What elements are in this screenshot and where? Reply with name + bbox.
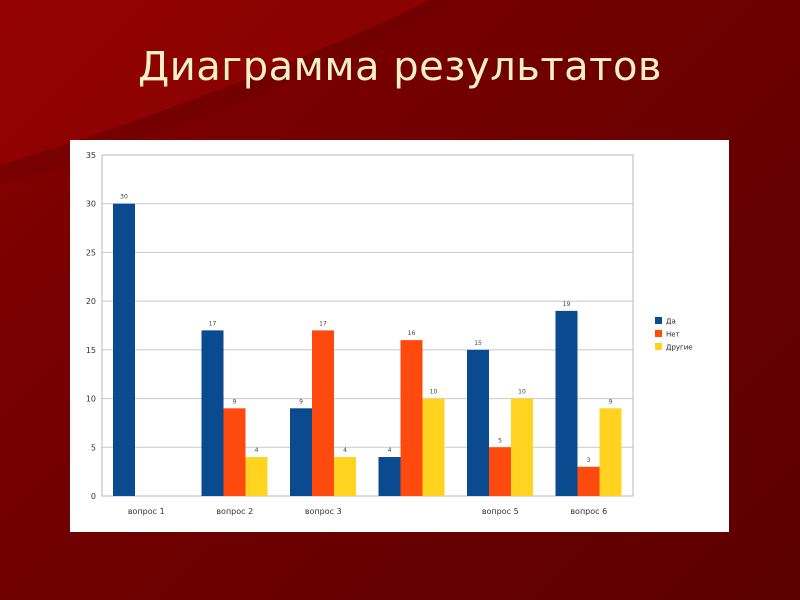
y-tick-label: 25 xyxy=(86,248,96,257)
data-label: 10 xyxy=(518,389,526,396)
data-label: 10 xyxy=(430,389,438,396)
y-tick-label: 5 xyxy=(91,443,96,452)
slide-title: Диаграмма результатов xyxy=(138,44,662,90)
bar-3-5 xyxy=(511,398,533,496)
data-label: 17 xyxy=(209,320,217,327)
x-tick-label: вопрос 3 xyxy=(305,507,342,516)
chart-panel: 0 5 10 15 20 25 30 35 30 17 9 4 15 19 9 17 16 5 3 4 4 10 10 9 во… xyxy=(70,140,729,532)
legend-swatch-3 xyxy=(655,343,662,350)
legend-label-2: Нет xyxy=(666,331,680,339)
bar-3-6 xyxy=(599,408,622,496)
x-tick-label: вопрос 1 xyxy=(128,507,165,516)
data-label: 4 xyxy=(255,447,259,454)
data-label: 30 xyxy=(120,194,128,201)
data-label: 9 xyxy=(233,398,237,405)
data-label: 5 xyxy=(498,437,502,444)
plot-area-frame xyxy=(101,154,634,497)
bar-2-2 xyxy=(223,408,246,496)
bar-2-5 xyxy=(489,447,511,496)
x-tick-label: вопрос 5 xyxy=(482,507,519,516)
data-label: 9 xyxy=(299,398,303,405)
bar-1-4 xyxy=(378,457,401,496)
bar-3-3 xyxy=(334,457,356,496)
y-tick-label: 30 xyxy=(86,200,96,209)
y-tick-label: 20 xyxy=(86,297,96,306)
y-tick-label: 10 xyxy=(86,395,96,404)
bar-1-1 xyxy=(113,203,135,496)
bar-3-2 xyxy=(245,457,268,496)
bar-2-3 xyxy=(312,330,334,496)
bar-1-2 xyxy=(201,330,224,496)
bar-2-4 xyxy=(400,340,423,496)
y-tick-label: 15 xyxy=(86,346,96,355)
data-label: 17 xyxy=(319,320,327,327)
bar-2-6 xyxy=(577,466,600,496)
data-label: 4 xyxy=(388,447,392,454)
bar-1-5 xyxy=(467,349,489,496)
legend-swatch-1 xyxy=(655,317,662,324)
data-label: 4 xyxy=(343,447,347,454)
x-tick-label: вопрос 2 xyxy=(216,507,253,516)
y-tick-label: 35 xyxy=(86,151,96,160)
y-tick-label: 0 xyxy=(91,492,96,501)
data-label: 9 xyxy=(609,398,613,405)
legend-swatch-2 xyxy=(655,330,662,337)
x-tick-label: вопрос 6 xyxy=(570,507,607,516)
data-label: 19 xyxy=(563,301,571,308)
data-label: 3 xyxy=(587,457,591,464)
data-label: 16 xyxy=(408,330,416,337)
data-label: 15 xyxy=(474,340,482,347)
bar-chart: 0 5 10 15 20 25 30 35 30 17 9 4 15 19 9 17 16 5 3 4 4 10 10 9 во… xyxy=(86,151,693,516)
legend-label-3: Другие xyxy=(666,344,693,352)
bar-1-3 xyxy=(290,408,312,496)
legend-label-1: Да xyxy=(666,318,676,326)
bar-3-4 xyxy=(422,398,445,496)
bar-1-6 xyxy=(555,310,578,496)
